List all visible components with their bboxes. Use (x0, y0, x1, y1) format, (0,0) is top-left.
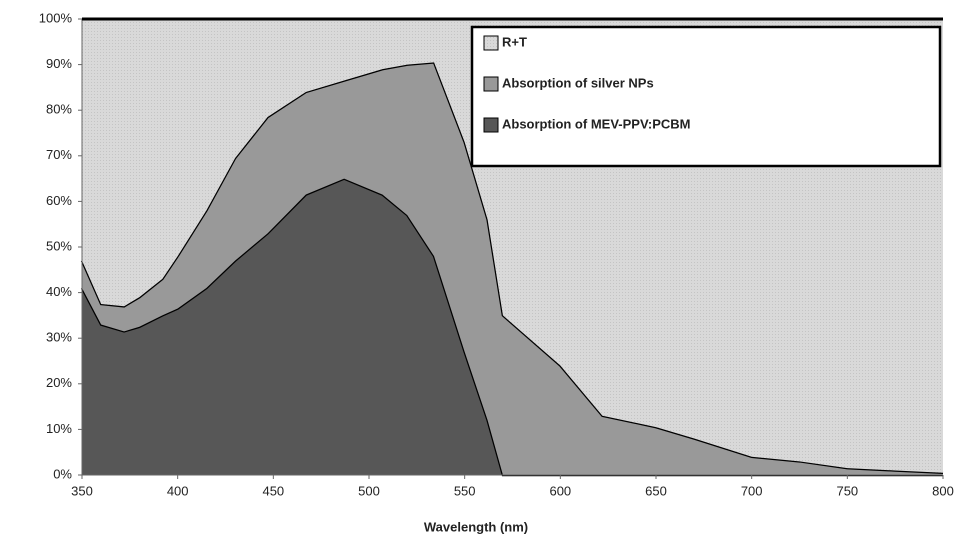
y-tick-label: 100% (39, 10, 73, 25)
x-tick-label: 550 (454, 483, 476, 498)
y-tick-label: 80% (46, 102, 72, 117)
y-tick-label: 50% (46, 238, 72, 253)
x-tick-label: 750 (836, 483, 858, 498)
y-tick-label: 20% (46, 375, 72, 390)
x-axis-title: Wavelength (nm) (424, 519, 528, 534)
legend-swatch (483, 117, 499, 133)
legend-box (470, 25, 942, 168)
y-tick-label: 0% (53, 466, 72, 481)
x-tick-label: 600 (549, 483, 571, 498)
legend-label: R+T (502, 34, 527, 49)
x-tick-label: 500 (358, 483, 380, 498)
y-tick-label: 40% (46, 284, 72, 299)
legend-label: Absorption of MEV-PPV:PCBM (502, 116, 691, 131)
legend-label: Absorption of silver NPs (502, 75, 654, 90)
x-tick-label: 800 (932, 483, 954, 498)
legend-swatch (483, 76, 499, 92)
area (82, 62, 943, 475)
x-tick-label: 450 (262, 483, 284, 498)
area (82, 178, 943, 475)
y-tick-label: 60% (46, 193, 72, 208)
legend-swatch (483, 35, 499, 51)
x-tick-label: 350 (71, 483, 93, 498)
x-tick-label: 700 (741, 483, 763, 498)
y-tick-label: 30% (46, 330, 72, 345)
y-tick-label: 10% (46, 421, 72, 436)
x-tick-label: 650 (645, 483, 667, 498)
y-tick-label: 90% (46, 56, 72, 71)
y-tick-label: 70% (46, 147, 72, 162)
x-tick-label: 400 (167, 483, 189, 498)
